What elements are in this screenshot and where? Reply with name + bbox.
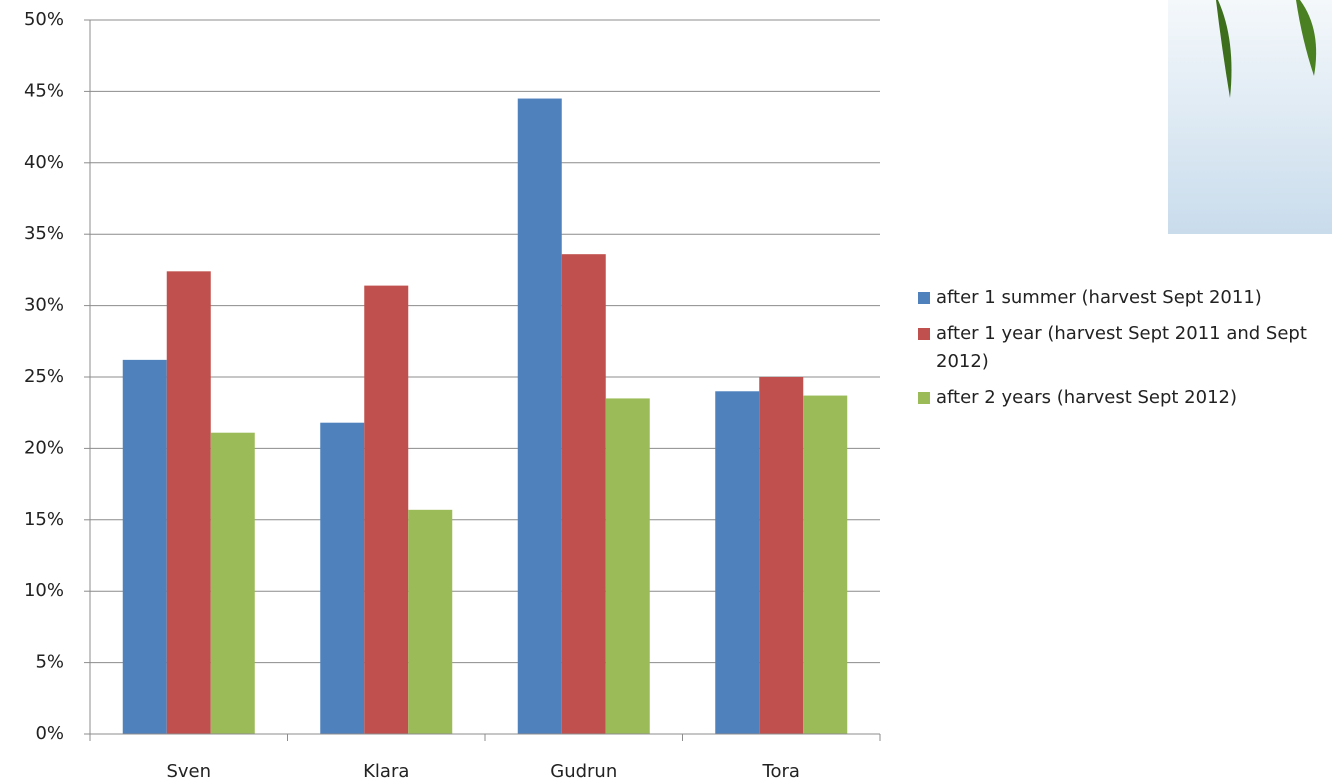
legend-label: after 1 year (harvest Sept 2011 and Sept… xyxy=(936,323,1307,372)
x-tick-label: Tora xyxy=(762,761,800,782)
y-tick-label: 5% xyxy=(35,652,64,673)
bar xyxy=(320,422,365,734)
legend-swatch xyxy=(918,328,930,340)
x-tick-label: Gudrun xyxy=(550,761,617,782)
y-tick-label: 10% xyxy=(24,580,64,601)
y-tick-label: 0% xyxy=(35,723,64,744)
legend-item: after 1 summer (harvest Sept 2011) xyxy=(916,284,1326,312)
y-tick-label: 35% xyxy=(24,223,64,244)
bar xyxy=(364,285,409,734)
bar xyxy=(166,271,211,734)
legend-item: after 2 years (harvest Sept 2012) xyxy=(916,384,1326,412)
x-tick-label: Sven xyxy=(166,761,211,782)
bar xyxy=(122,359,167,734)
bar xyxy=(210,432,255,734)
legend: after 1 summer (harvest Sept 2011) after … xyxy=(916,284,1326,420)
bar xyxy=(517,98,562,735)
bar xyxy=(803,395,848,734)
y-tick-label: 25% xyxy=(24,366,64,387)
bar xyxy=(561,254,606,734)
legend-swatch xyxy=(918,392,930,404)
x-tick-label: Klara xyxy=(363,761,409,782)
bar xyxy=(759,377,804,734)
legend-label: after 1 summer (harvest Sept 2011) xyxy=(936,287,1262,308)
y-tick-label: 15% xyxy=(24,509,64,530)
legend-label: after 2 years (harvest Sept 2012) xyxy=(936,387,1238,408)
bar xyxy=(408,509,453,734)
bar xyxy=(605,398,650,734)
y-tick-label: 50% xyxy=(24,9,64,30)
bar xyxy=(715,391,760,734)
y-tick-label: 30% xyxy=(24,295,64,316)
legend-swatch xyxy=(918,292,930,304)
y-tick-label: 40% xyxy=(24,152,64,173)
legend-item: after 1 year (harvest Sept 2011 and Sept… xyxy=(916,320,1326,376)
y-tick-label: 45% xyxy=(24,80,64,101)
decorative-image xyxy=(1168,0,1332,234)
y-tick-label: 20% xyxy=(24,437,64,458)
